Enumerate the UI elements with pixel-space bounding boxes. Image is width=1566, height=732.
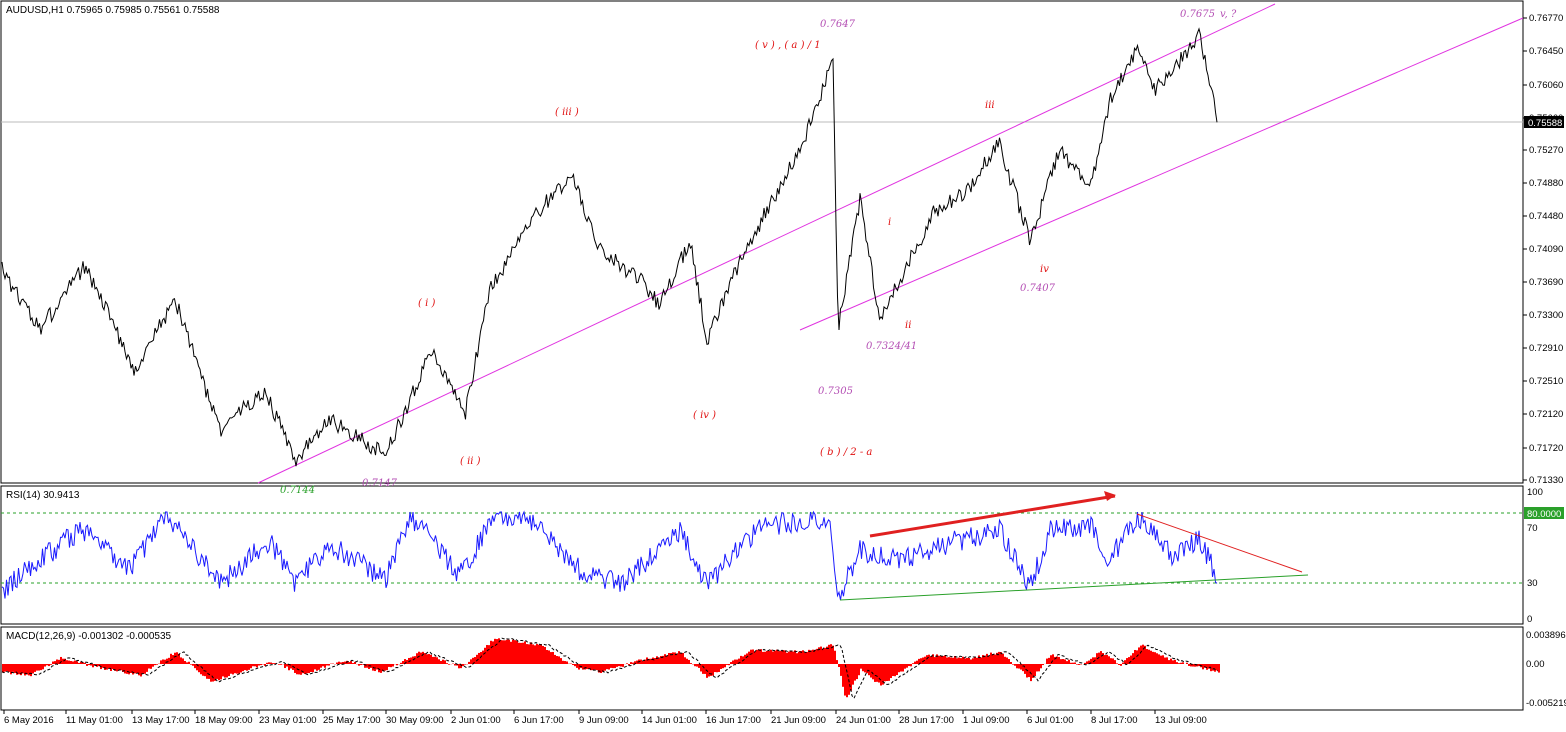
macd-tick-label: 0.003896 [1526,630,1566,641]
wave-label: ( i ) [418,298,435,309]
macd-tick-label: 0.00 [1526,659,1545,670]
rsi-arrowhead [1104,491,1116,501]
price-tick-label: 0.72510 [1529,376,1563,387]
macd-panel[interactable] [0,626,1524,711]
wave-label: iv [1040,264,1049,275]
rsi-tick-label: 30 [1527,578,1538,589]
upper-channel-line[interactable] [257,3,1276,484]
wave-label: i [888,217,891,228]
time-axis-label: 30 May 09:00 [386,715,444,726]
time-axis-label: 6 Jun 17:00 [514,715,564,726]
time-axis-label: 11 May 01:00 [66,715,123,726]
price-tick-label: 0.72120 [1529,409,1563,420]
rsi-y-axis: 100 70 30 0 [1527,487,1543,625]
time-axis-label: 1 Jul 09:00 [963,715,1009,726]
time-axis-label: 28 Jun 17:00 [899,715,954,726]
rsi-panel[interactable] [0,485,1524,625]
price-tick-label: 0.75270 [1529,145,1563,156]
time-axis-label: 13 Jul 09:00 [1155,715,1207,726]
price-panel[interactable] [0,0,1524,484]
price-tick-label: 0.76450 [1529,46,1563,57]
wave-label: 0.7324/41 [866,341,917,352]
rsi-divergence-arrow[interactable] [869,494,1116,538]
time-axis-label: 25 May 17:00 [323,715,381,726]
wave-label: ( v ) , ( a ) / 1 [755,40,821,51]
price-y-axis: 0.767700.764500.760600.756600.752700.748… [1523,13,1563,486]
price-tick-label: 0.71720 [1529,443,1563,454]
rsi-level-box [1524,507,1564,519]
time-axis-label: 24 Jun 01:00 [836,715,891,726]
time-axis-label: 18 May 09:00 [195,715,253,726]
price-panel-title: AUDUSD,H1 0.75965 0.75985 0.75561 0.7558… [6,5,220,16]
rsi-level-label: 80.0000 [1527,509,1561,520]
macd-y-axis: 0.003896 0.00 -0.005219 [1526,630,1566,709]
time-axis-label: 13 May 17:00 [132,715,190,726]
current-price-label: 0.75588 [1528,118,1562,129]
rsi-downtrend-line[interactable] [1136,513,1303,573]
rsi-series-line [1,510,1218,601]
price-tick-label: 0.73690 [1529,277,1563,288]
macd-histogram [2,638,1220,698]
rsi-tick-label: 0 [1527,614,1532,625]
wave-label: v, ? [1220,9,1237,20]
price-tick-label: 0.76060 [1529,80,1563,91]
wave-label: ( ii ) [460,456,481,467]
price-tick-label: 0.74480 [1529,211,1563,222]
wave-label: ( b ) / 2 - a [820,447,872,458]
time-axis-label: 6 May 2016 [4,715,54,726]
price-tick-label: 0.73300 [1529,310,1563,321]
wave-label: ( iii ) [555,107,579,118]
time-axis-label: 8 Jul 17:00 [1091,715,1137,726]
price-tick-label: 0.74090 [1529,244,1563,255]
wave-labels: 0.7647 ( v ) , ( a ) / 1 ( iii ) 0.7675 v, ?… [280,9,1237,496]
time-axis-label: 21 Jun 09:00 [771,715,826,726]
wave-label: 0.7675 [1180,9,1215,20]
price-tick-label: 0.76770 [1529,13,1563,24]
wave-label: ( iv ) [693,410,716,421]
wave-label: iii [985,100,995,111]
wave-label: 0.7144 [280,485,315,496]
current-price-box [1524,116,1564,128]
time-axis: 6 May 2016 11 May 01:00 13 May 17:00 18 May… [3,710,1207,726]
wave-label: ii [905,320,911,331]
time-axis-label: 9 Jun 09:00 [579,715,629,726]
macd-signal-line [1,637,1219,700]
lower-channel-line[interactable] [799,17,1524,331]
price-tick-label: 0.72910 [1529,343,1563,354]
wave-label: 0.7407 [1020,283,1056,294]
macd-tick-label: -0.005219 [1526,698,1566,709]
time-axis-label: 6 Jul 01:00 [1027,715,1073,726]
time-axis-label: 23 May 01:00 [259,715,317,726]
wave-label: 0.7647 [820,19,856,30]
wave-label: 0.7147 [362,478,398,489]
time-axis-label: 14 Jun 01:00 [642,715,697,726]
macd-panel-title: MACD(12,26,9) -0.001302 -0.000535 [6,631,172,642]
price-tick-label: 0.71330 [1529,475,1563,486]
price-tick-label: 0.74880 [1529,178,1563,189]
rsi-support-line[interactable] [839,574,1309,601]
rsi-tick-label: 100 [1527,487,1543,498]
rsi-tick-label: 70 [1527,523,1538,534]
rsi-panel-title: RSI(14) 30.9413 [6,490,80,501]
time-axis-label: 2 Jun 01:00 [451,715,501,726]
wave-label: 0.7305 [818,386,853,397]
time-axis-label: 16 Jun 17:00 [706,715,761,726]
price-series-line [1,27,1218,467]
